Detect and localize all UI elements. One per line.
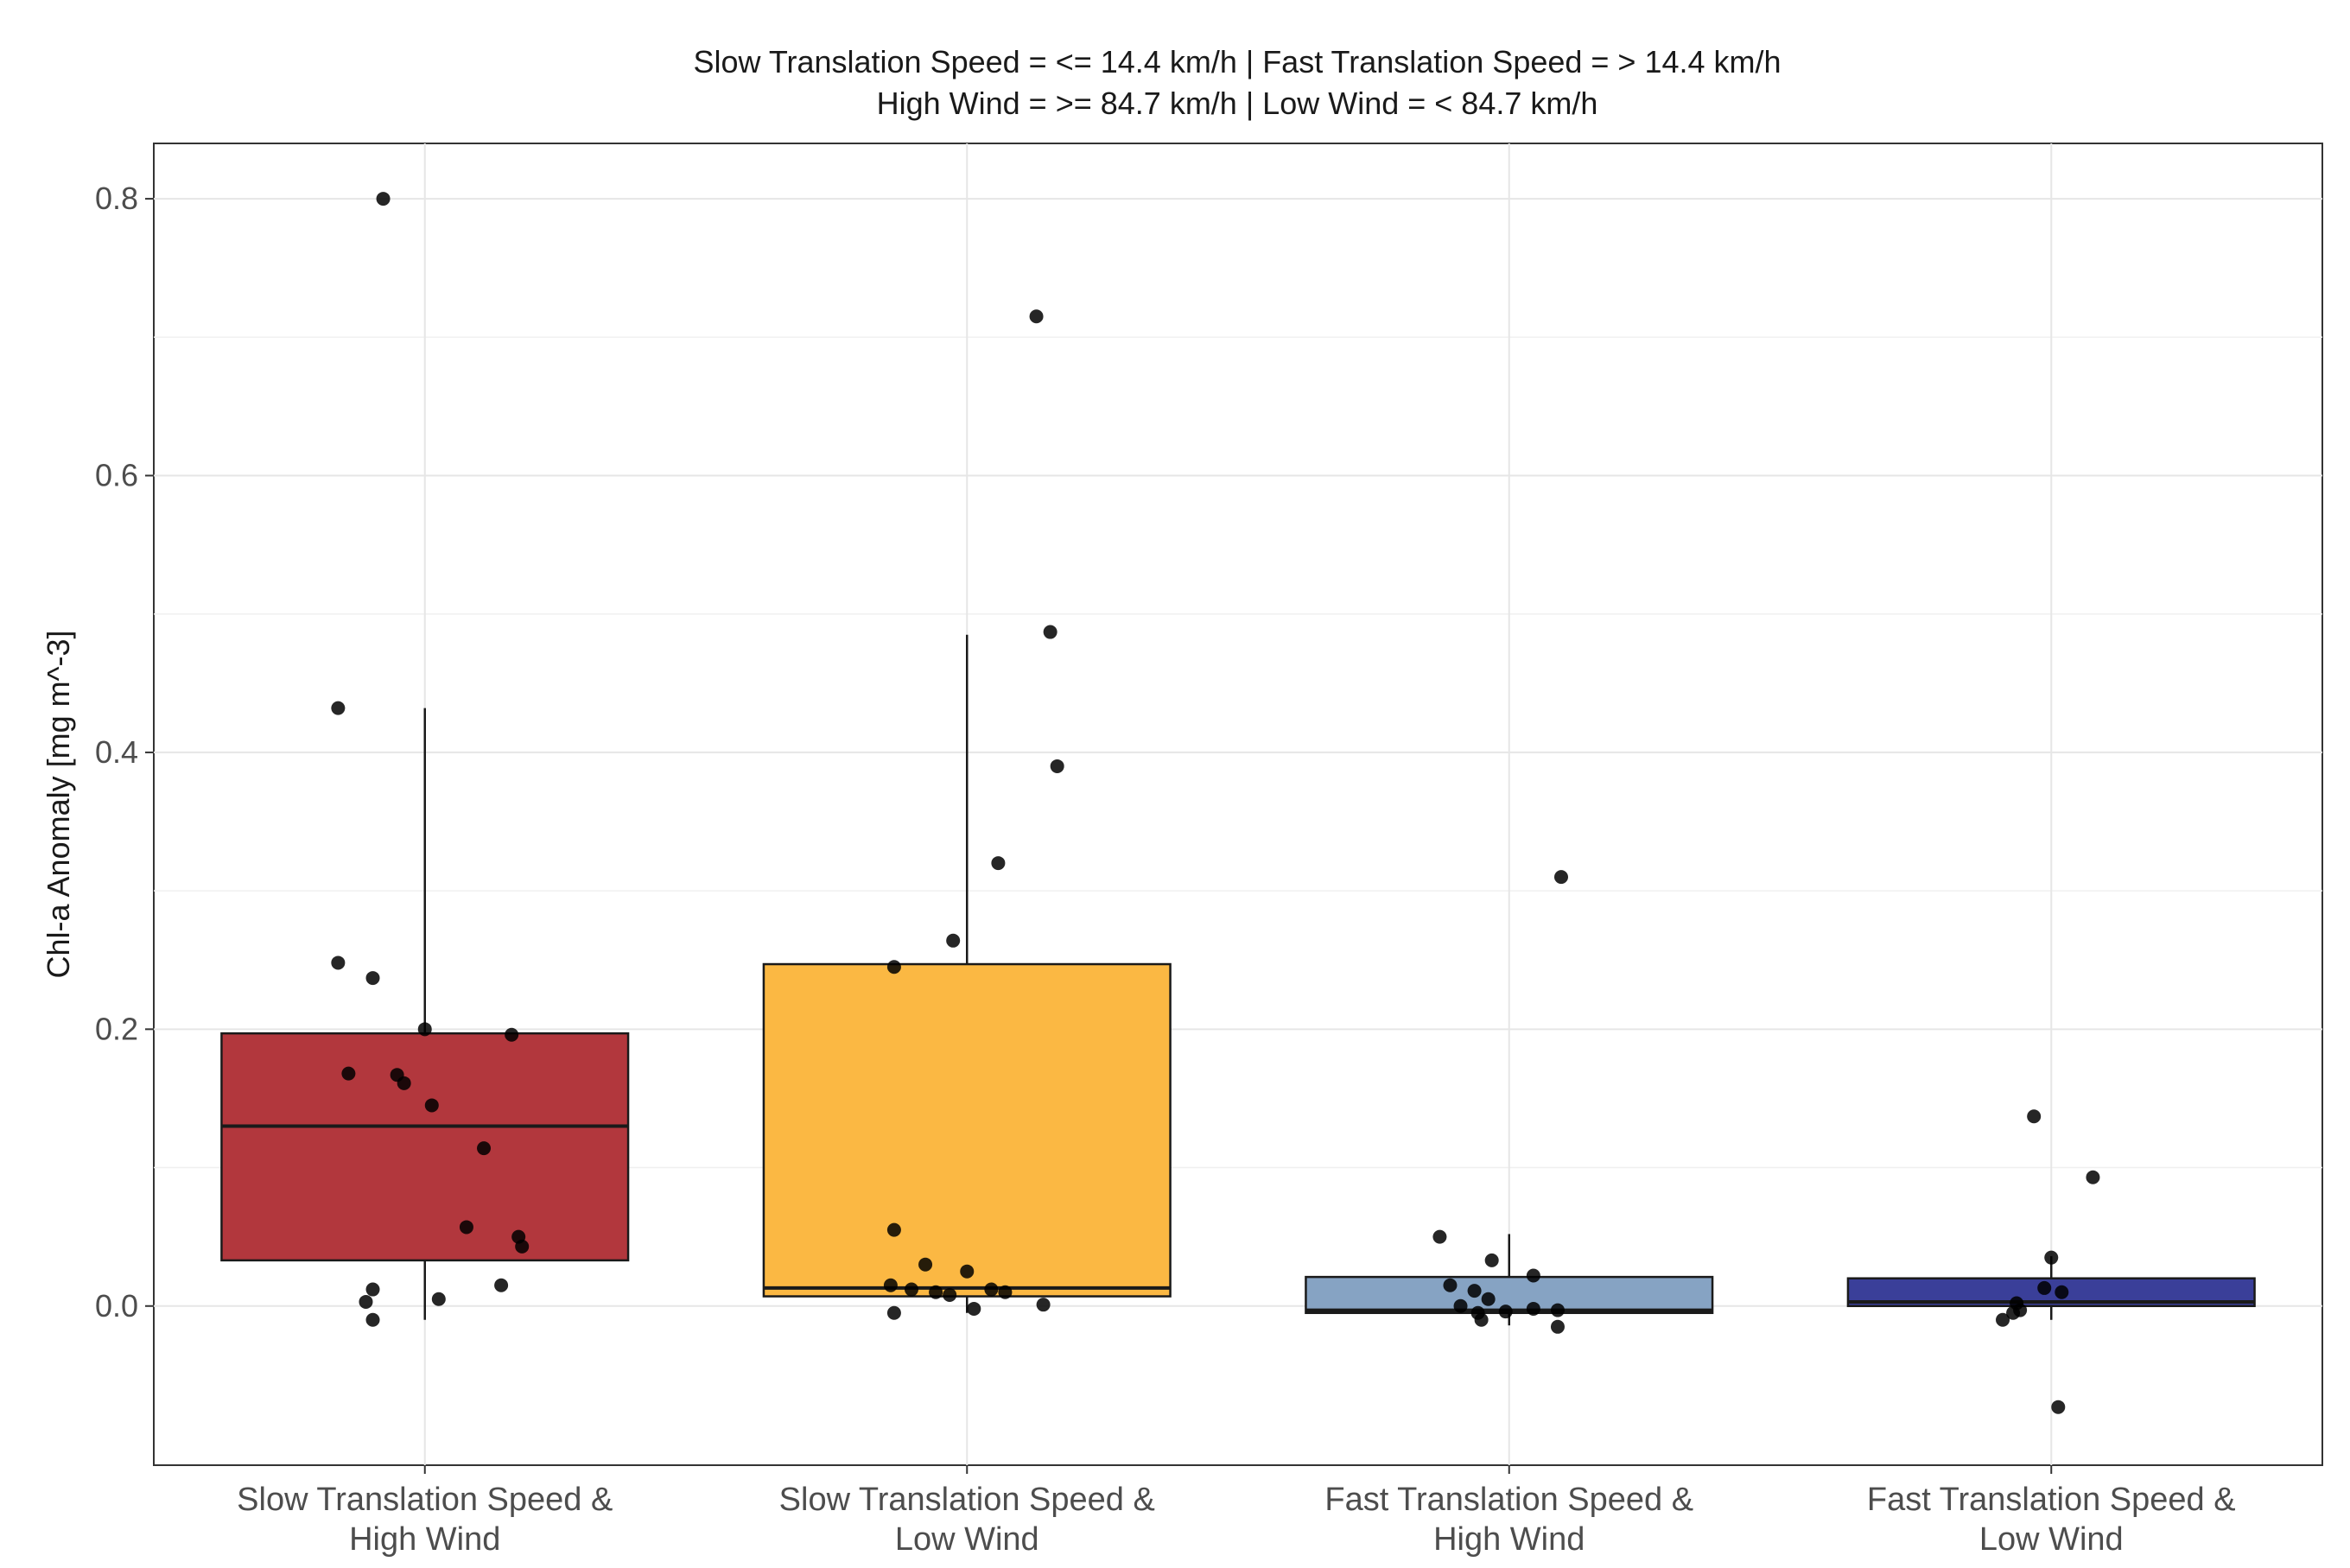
x-tick-label: Low Wind	[1979, 1521, 2124, 1558]
data-point	[967, 1301, 981, 1316]
data-point	[424, 1098, 439, 1113]
data-point	[431, 1292, 446, 1306]
data-point	[1467, 1284, 1482, 1298]
data-point	[2055, 1285, 2069, 1299]
x-tick-label: Slow Translation Speed &	[237, 1482, 613, 1518]
data-point	[1498, 1305, 1513, 1319]
data-point	[505, 1027, 519, 1042]
data-point	[376, 192, 391, 206]
y-axis: 0.0 0.2 0.4 0.6 0.8	[95, 181, 154, 1324]
data-point	[2044, 1250, 2059, 1265]
data-point	[397, 1076, 411, 1090]
chart-title-line-2: High Wind = >= 84.7 km/h | Low Wind = < …	[877, 86, 1598, 121]
data-point	[946, 933, 961, 948]
x-tick-label: Slow Translation Speed &	[779, 1482, 1155, 1518]
data-point	[359, 1294, 373, 1309]
data-point	[984, 1282, 999, 1297]
data-point	[883, 1278, 898, 1292]
chart-title-line-1: Slow Translation Speed = <= 14.4 km/h | …	[693, 44, 1781, 79]
data-point	[1029, 309, 1044, 324]
data-point	[1550, 1303, 1565, 1317]
data-point	[331, 955, 346, 970]
box	[220, 1032, 630, 1262]
data-point	[331, 701, 346, 715]
data-point	[515, 1239, 530, 1254]
data-point	[365, 1312, 380, 1327]
data-point	[459, 1220, 473, 1235]
y-tick-label: 0.0	[95, 1288, 138, 1324]
y-tick-label: 0.6	[95, 458, 138, 493]
data-point	[1526, 1268, 1540, 1283]
data-point	[2051, 1400, 2066, 1414]
data-point	[1474, 1312, 1489, 1327]
data-point	[904, 1282, 918, 1297]
data-point	[2086, 1170, 2100, 1184]
x-tick-label: Low Wind	[895, 1521, 1039, 1558]
x-tick-label: High Wind	[1433, 1521, 1585, 1558]
data-point	[886, 960, 901, 974]
data-point	[886, 1305, 901, 1320]
y-axis-title: Chl-a Anomaly [mg m^-3]	[41, 630, 76, 978]
data-point	[494, 1278, 509, 1292]
data-point	[1036, 1298, 1051, 1312]
data-point	[1453, 1298, 1468, 1313]
data-point	[960, 1264, 975, 1279]
data-point	[918, 1257, 933, 1272]
boxes-layer	[220, 634, 2256, 1326]
plot-panel	[153, 143, 2323, 1466]
data-point	[886, 1222, 901, 1237]
data-point	[943, 1287, 957, 1302]
data-point	[929, 1285, 943, 1299]
data-point	[1050, 759, 1064, 773]
data-point	[2006, 1305, 2021, 1320]
y-tick-label: 0.8	[95, 181, 138, 216]
data-point	[365, 971, 380, 986]
data-point	[1043, 625, 1058, 639]
data-point	[1996, 1312, 2010, 1327]
points-layer	[331, 192, 2100, 1414]
data-point	[1481, 1292, 1496, 1306]
data-point	[1443, 1278, 1458, 1292]
data-point	[1484, 1253, 1499, 1267]
data-point	[1432, 1229, 1447, 1244]
data-point	[2037, 1280, 2052, 1295]
x-tick-label: Fast Translation Speed &	[1324, 1482, 1693, 1518]
data-point	[477, 1141, 492, 1156]
data-point	[998, 1285, 1013, 1299]
data-point	[2027, 1109, 2042, 1124]
box	[762, 962, 1172, 1298]
y-tick-label: 0.4	[95, 734, 138, 770]
data-point	[341, 1066, 356, 1081]
y-tick-label: 0.2	[95, 1011, 138, 1046]
data-point	[1550, 1319, 1565, 1334]
x-tick-label: High Wind	[349, 1521, 500, 1558]
data-point	[1526, 1301, 1540, 1316]
data-point	[1553, 870, 1568, 885]
data-point	[365, 1282, 380, 1297]
data-point	[991, 856, 1006, 871]
x-tick-label: Fast Translation Speed &	[1867, 1482, 2236, 1518]
data-point	[417, 1022, 432, 1037]
